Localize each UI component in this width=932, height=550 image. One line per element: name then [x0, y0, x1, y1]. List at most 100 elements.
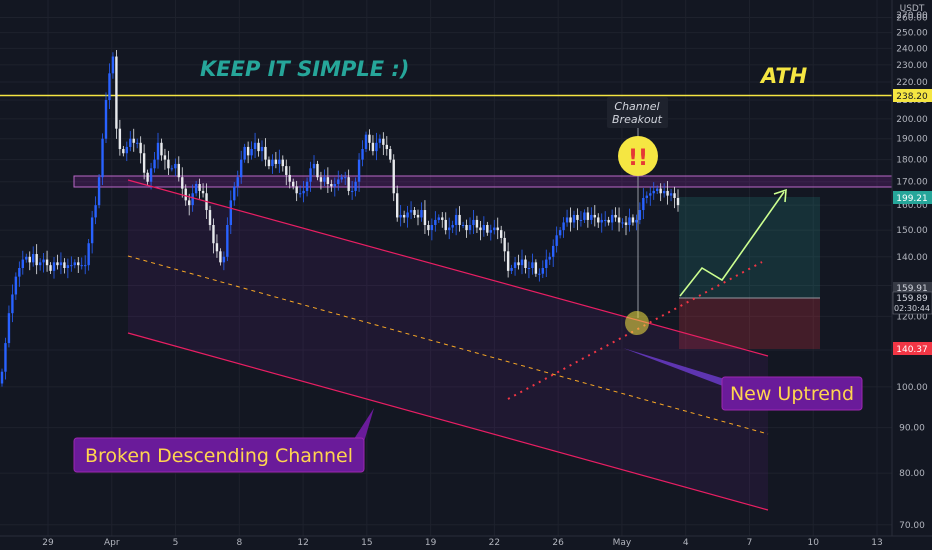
candle-body: [246, 146, 250, 156]
breakout-point: [625, 311, 649, 335]
candle-body: [423, 210, 427, 225]
candle-body: [503, 237, 506, 252]
projection-arrowhead: [773, 188, 787, 203]
candle-body: [538, 273, 541, 275]
uptrend-callout-label: New Uptrend: [730, 383, 854, 405]
candle-body: [243, 146, 246, 160]
candle-body: [645, 195, 648, 198]
time-tick-label: 29: [42, 538, 54, 548]
candle-body: [80, 265, 83, 267]
candle-body: [250, 149, 253, 156]
candle-body: [389, 149, 392, 160]
candle-body: [163, 155, 167, 160]
candle-body: [84, 265, 87, 267]
time-tick-label: 15: [361, 538, 372, 548]
candle-body: [489, 230, 492, 233]
candle-body: [451, 224, 454, 228]
candle-body: [434, 219, 437, 225]
candle-body: [4, 343, 7, 372]
candle-body: [101, 138, 104, 178]
candle-body: [399, 214, 402, 218]
candle-body: [520, 259, 524, 266]
candle-body: [475, 219, 479, 228]
candle-body: [444, 219, 447, 231]
candle-body: [413, 210, 416, 215]
candle-body: [454, 214, 458, 225]
candle-body: [330, 184, 333, 187]
candle-body: [42, 259, 45, 263]
channel-callout-pointer: [352, 408, 374, 442]
candle-body: [638, 210, 642, 220]
time-tick-label: Apr: [104, 538, 120, 548]
candle-body: [527, 268, 531, 269]
candle-body: [493, 227, 496, 231]
candle-body: [642, 197, 645, 211]
candle-body: [167, 159, 170, 169]
candle-body: [108, 73, 111, 101]
candle-body: [631, 217, 635, 223]
candle-body: [545, 259, 548, 268]
candle-body: [326, 177, 330, 185]
candle-body: [226, 224, 229, 257]
candle-body: [368, 134, 371, 143]
price-tick-label: 190.00: [896, 135, 928, 145]
countdown-text: 02:30:44: [894, 304, 930, 313]
candle-body: [673, 193, 676, 198]
candle-body: [181, 177, 184, 189]
target-price-badge-text: 199.21: [896, 194, 928, 204]
candle-body: [392, 159, 395, 194]
candle-body: [87, 243, 90, 266]
candle-body: [115, 56, 118, 129]
candle-body: [219, 251, 222, 263]
candle-body: [371, 142, 375, 152]
candle-body: [122, 149, 125, 154]
candle-body: [635, 219, 638, 223]
price-tick-label: 260.00: [896, 13, 928, 23]
candle-body: [170, 168, 174, 170]
price-tick-label: 230.00: [896, 61, 928, 71]
candle-body: [402, 214, 406, 218]
price-tick-label: 70.00: [899, 521, 925, 531]
candle-body: [229, 200, 232, 225]
time-tick-label: 22: [489, 538, 500, 548]
candle-body: [486, 224, 489, 233]
candle-body: [35, 254, 38, 266]
candle-body: [562, 222, 565, 231]
candle-body: [361, 149, 364, 160]
candle-body: [347, 177, 350, 191]
candle-body: [302, 190, 305, 194]
candle-body: [208, 210, 212, 225]
candle-body: [319, 177, 323, 182]
candle-body: [7, 313, 11, 344]
candle-body: [73, 262, 76, 266]
candle-body: [517, 262, 520, 266]
time-tick-label: 10: [808, 538, 820, 548]
candle-body: [649, 193, 652, 196]
candle-body: [621, 222, 624, 224]
candle-body: [285, 166, 288, 175]
candle-body: [420, 210, 423, 218]
candle-body: [70, 265, 73, 267]
last-price-badge-text: 159.91: [896, 284, 928, 294]
candle-body: [240, 159, 243, 178]
channel-callout-label: Broken Descending Channel: [85, 445, 353, 467]
candle-body: [344, 177, 347, 179]
candle-body: [267, 159, 271, 167]
candle-body: [350, 190, 354, 192]
candle-body: [337, 179, 340, 185]
candle-body: [149, 168, 153, 182]
candle-body: [576, 214, 579, 220]
price-tick-label: 170.00: [896, 178, 928, 188]
candle-body: [676, 197, 680, 206]
candle-body: [52, 262, 56, 271]
candle-body: [406, 212, 409, 218]
candle-body: [513, 262, 517, 268]
candle-body: [628, 217, 631, 225]
candle-body: [94, 205, 97, 218]
candle-body: [295, 186, 298, 194]
candle-body: [430, 224, 434, 231]
candle-body: [222, 256, 226, 263]
candle-body: [448, 227, 451, 231]
